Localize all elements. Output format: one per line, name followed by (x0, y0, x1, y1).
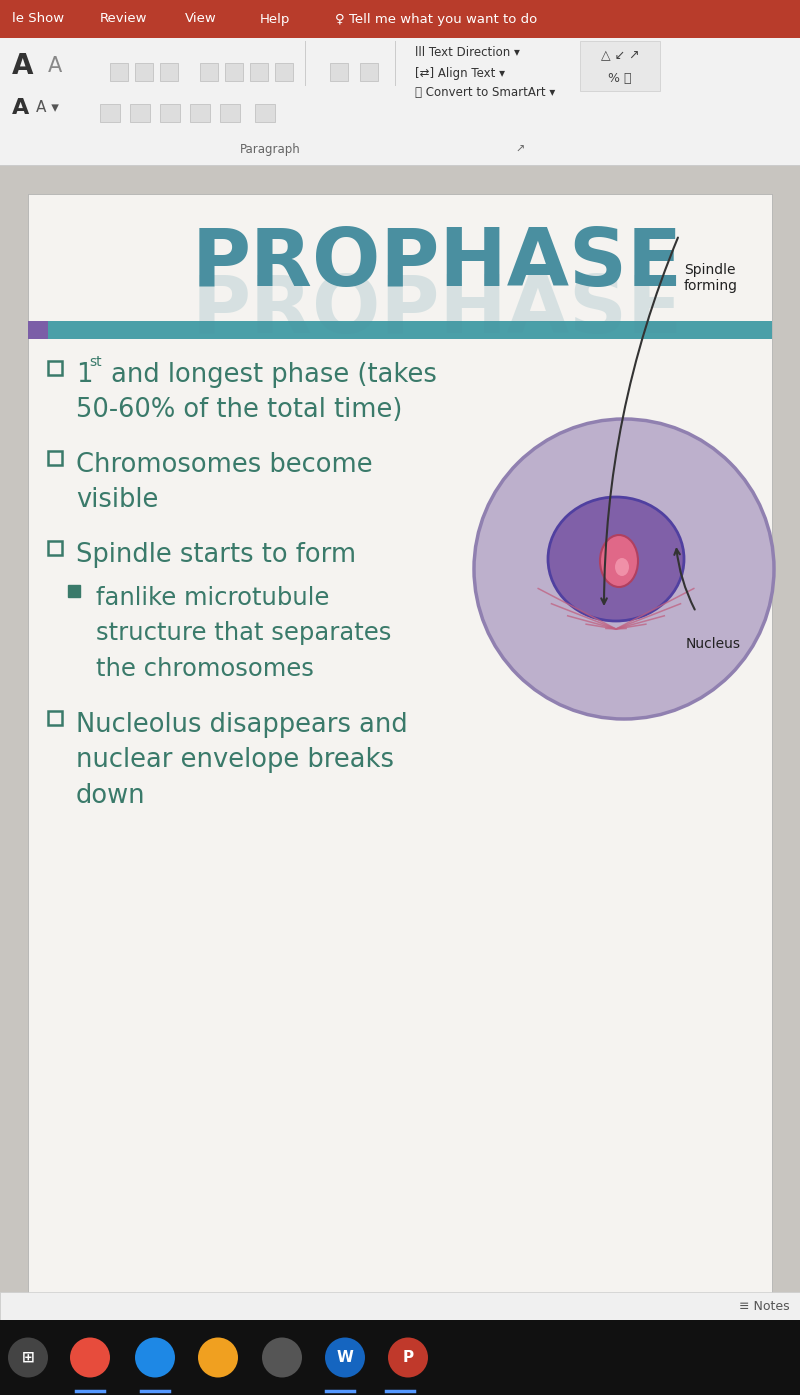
Text: structure that separates: structure that separates (96, 621, 391, 644)
Bar (28, 321, 772, 339)
Bar (28, 321, 48, 339)
Bar (48, 361, 62, 375)
Text: P: P (402, 1350, 414, 1364)
Bar (135, 63, 153, 81)
Bar (0, 1292, 800, 1320)
Text: Paragraph: Paragraph (240, 144, 300, 156)
Bar (68, 585, 80, 597)
Text: nuclear envelope breaks: nuclear envelope breaks (76, 746, 394, 773)
Circle shape (70, 1338, 110, 1377)
Text: View: View (185, 13, 217, 25)
Bar (48, 451, 62, 465)
Bar (110, 63, 128, 81)
Bar (48, 711, 62, 725)
Circle shape (135, 1338, 175, 1377)
Bar (100, 105, 120, 121)
Bar (275, 63, 293, 81)
Text: A ▾: A ▾ (36, 100, 59, 116)
Circle shape (388, 1338, 428, 1377)
Text: Nucleolus disappears and: Nucleolus disappears and (76, 711, 408, 738)
Bar (360, 63, 378, 81)
Text: [⇄] Align Text ▾: [⇄] Align Text ▾ (415, 67, 505, 80)
Bar (225, 63, 243, 81)
Text: ♀ Tell me what you want to do: ♀ Tell me what you want to do (335, 13, 538, 25)
Bar (0, 166, 800, 1320)
Bar (0, 0, 800, 38)
Text: △ ↙ ↗: △ ↙ ↗ (601, 49, 639, 63)
Text: Spindle
forming: Spindle forming (684, 264, 738, 293)
Bar (130, 105, 150, 121)
Bar (305, 40, 306, 86)
Text: visible: visible (76, 487, 158, 513)
Ellipse shape (615, 558, 629, 576)
Text: Review: Review (100, 13, 147, 25)
Circle shape (262, 1338, 302, 1377)
Text: fanlike microtubule: fanlike microtubule (96, 586, 330, 610)
Text: Nucleus: Nucleus (686, 638, 741, 651)
Text: Help: Help (260, 13, 290, 25)
Bar (0, 38, 800, 166)
Bar (395, 40, 396, 86)
Bar (28, 194, 772, 1295)
Bar (160, 63, 178, 81)
Text: down: down (76, 783, 146, 809)
Text: 1: 1 (76, 361, 93, 388)
Text: W: W (337, 1350, 354, 1364)
Bar (330, 63, 348, 81)
Bar (250, 63, 268, 81)
Text: Spindle starts to form: Spindle starts to form (76, 543, 356, 568)
Text: A: A (12, 98, 30, 119)
Text: ⧉ Convert to SmartArt ▾: ⧉ Convert to SmartArt ▾ (415, 86, 555, 99)
Text: the chromosomes: the chromosomes (96, 657, 314, 681)
Text: A: A (48, 56, 62, 75)
Text: 50-60% of the total time): 50-60% of the total time) (76, 398, 402, 423)
Text: ↗: ↗ (515, 145, 525, 155)
Bar (220, 105, 240, 121)
Bar (160, 105, 180, 121)
Bar (200, 63, 218, 81)
Bar (190, 105, 210, 121)
Circle shape (325, 1338, 365, 1377)
Text: lll Text Direction ▾: lll Text Direction ▾ (415, 46, 520, 60)
Text: PROPHASE: PROPHASE (192, 272, 682, 350)
Text: st: st (89, 354, 102, 370)
Text: A: A (12, 52, 34, 80)
Text: PROPHASE: PROPHASE (192, 225, 682, 303)
Ellipse shape (600, 536, 638, 587)
Bar (48, 541, 62, 555)
Text: le Show: le Show (12, 13, 64, 25)
Text: ⊞: ⊞ (22, 1350, 34, 1364)
Ellipse shape (548, 497, 684, 621)
Bar (255, 105, 275, 121)
Bar (0, 1320, 800, 1395)
Text: % ⌢: % ⌢ (608, 71, 632, 85)
Text: and longest phase (takes: and longest phase (takes (103, 361, 437, 388)
Text: ≡ Notes: ≡ Notes (739, 1300, 790, 1313)
Circle shape (474, 418, 774, 718)
Text: Chromosomes become: Chromosomes become (76, 452, 373, 478)
Circle shape (8, 1338, 48, 1377)
Circle shape (198, 1338, 238, 1377)
Bar (580, 40, 660, 91)
